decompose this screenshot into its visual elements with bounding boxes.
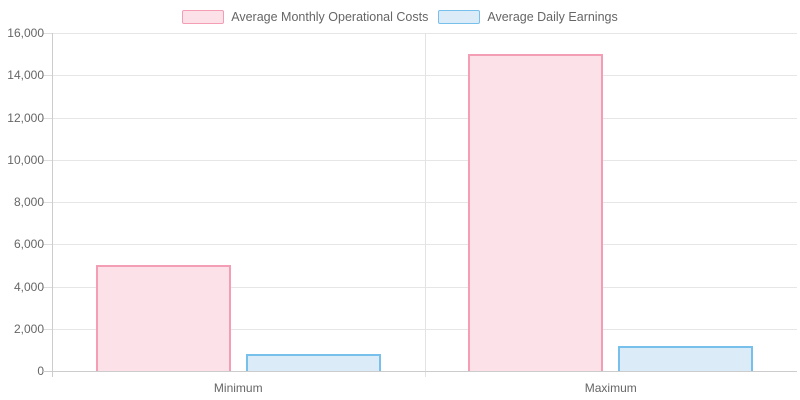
y-axis-line <box>52 33 53 377</box>
x-axis-line <box>43 371 797 372</box>
y-axis-tick-label: 12,000 <box>7 110 44 125</box>
legend-swatch-operational-costs <box>182 10 225 24</box>
x-axis-category-label: Minimum <box>213 381 263 395</box>
y-axis-tick <box>43 286 52 288</box>
y-axis-tick <box>43 117 52 119</box>
y-axis-tick <box>43 202 52 203</box>
y-axis-tick-label: 8,000 <box>13 195 44 209</box>
bar-daily-earnings-maximum <box>618 345 754 371</box>
y-axis-tick <box>43 159 52 161</box>
bar-daily-earnings-minimum <box>245 354 381 371</box>
bar-operational-costs-maximum <box>468 54 604 371</box>
x-axis-category-label: Maximum <box>584 381 637 395</box>
legend-item-operational-costs[interactable]: Average Monthly Operational Costs <box>182 10 428 24</box>
bar-operational-costs-minimum <box>95 265 231 371</box>
y-axis-tick-label: 6,000 <box>13 237 44 252</box>
y-axis-tick <box>43 33 52 34</box>
y-axis-tick <box>43 244 52 246</box>
chart-legend: Average Monthly Operational Costs Averag… <box>0 8 800 26</box>
legend-label-daily-earnings: Average Daily Earnings <box>487 10 618 24</box>
y-axis-tick-label: 2,000 <box>13 321 44 336</box>
y-axis-tick-label: 4,000 <box>13 279 44 294</box>
legend-label-operational-costs: Average Monthly Operational Costs <box>231 10 429 24</box>
y-axis-tick <box>43 75 52 77</box>
y-axis-tick-label: 10,000 <box>7 152 44 167</box>
legend-item-daily-earnings[interactable]: Average Daily Earnings <box>438 10 618 24</box>
y-axis-tick-label: 16,000 <box>7 26 44 40</box>
category-boundary-gridline <box>424 33 426 377</box>
y-axis-tick <box>43 328 52 330</box>
y-axis-tick-label: 14,000 <box>7 68 44 83</box>
legend-swatch-daily-earnings <box>438 10 481 24</box>
y-axis-tick-label: 0 <box>37 364 44 378</box>
